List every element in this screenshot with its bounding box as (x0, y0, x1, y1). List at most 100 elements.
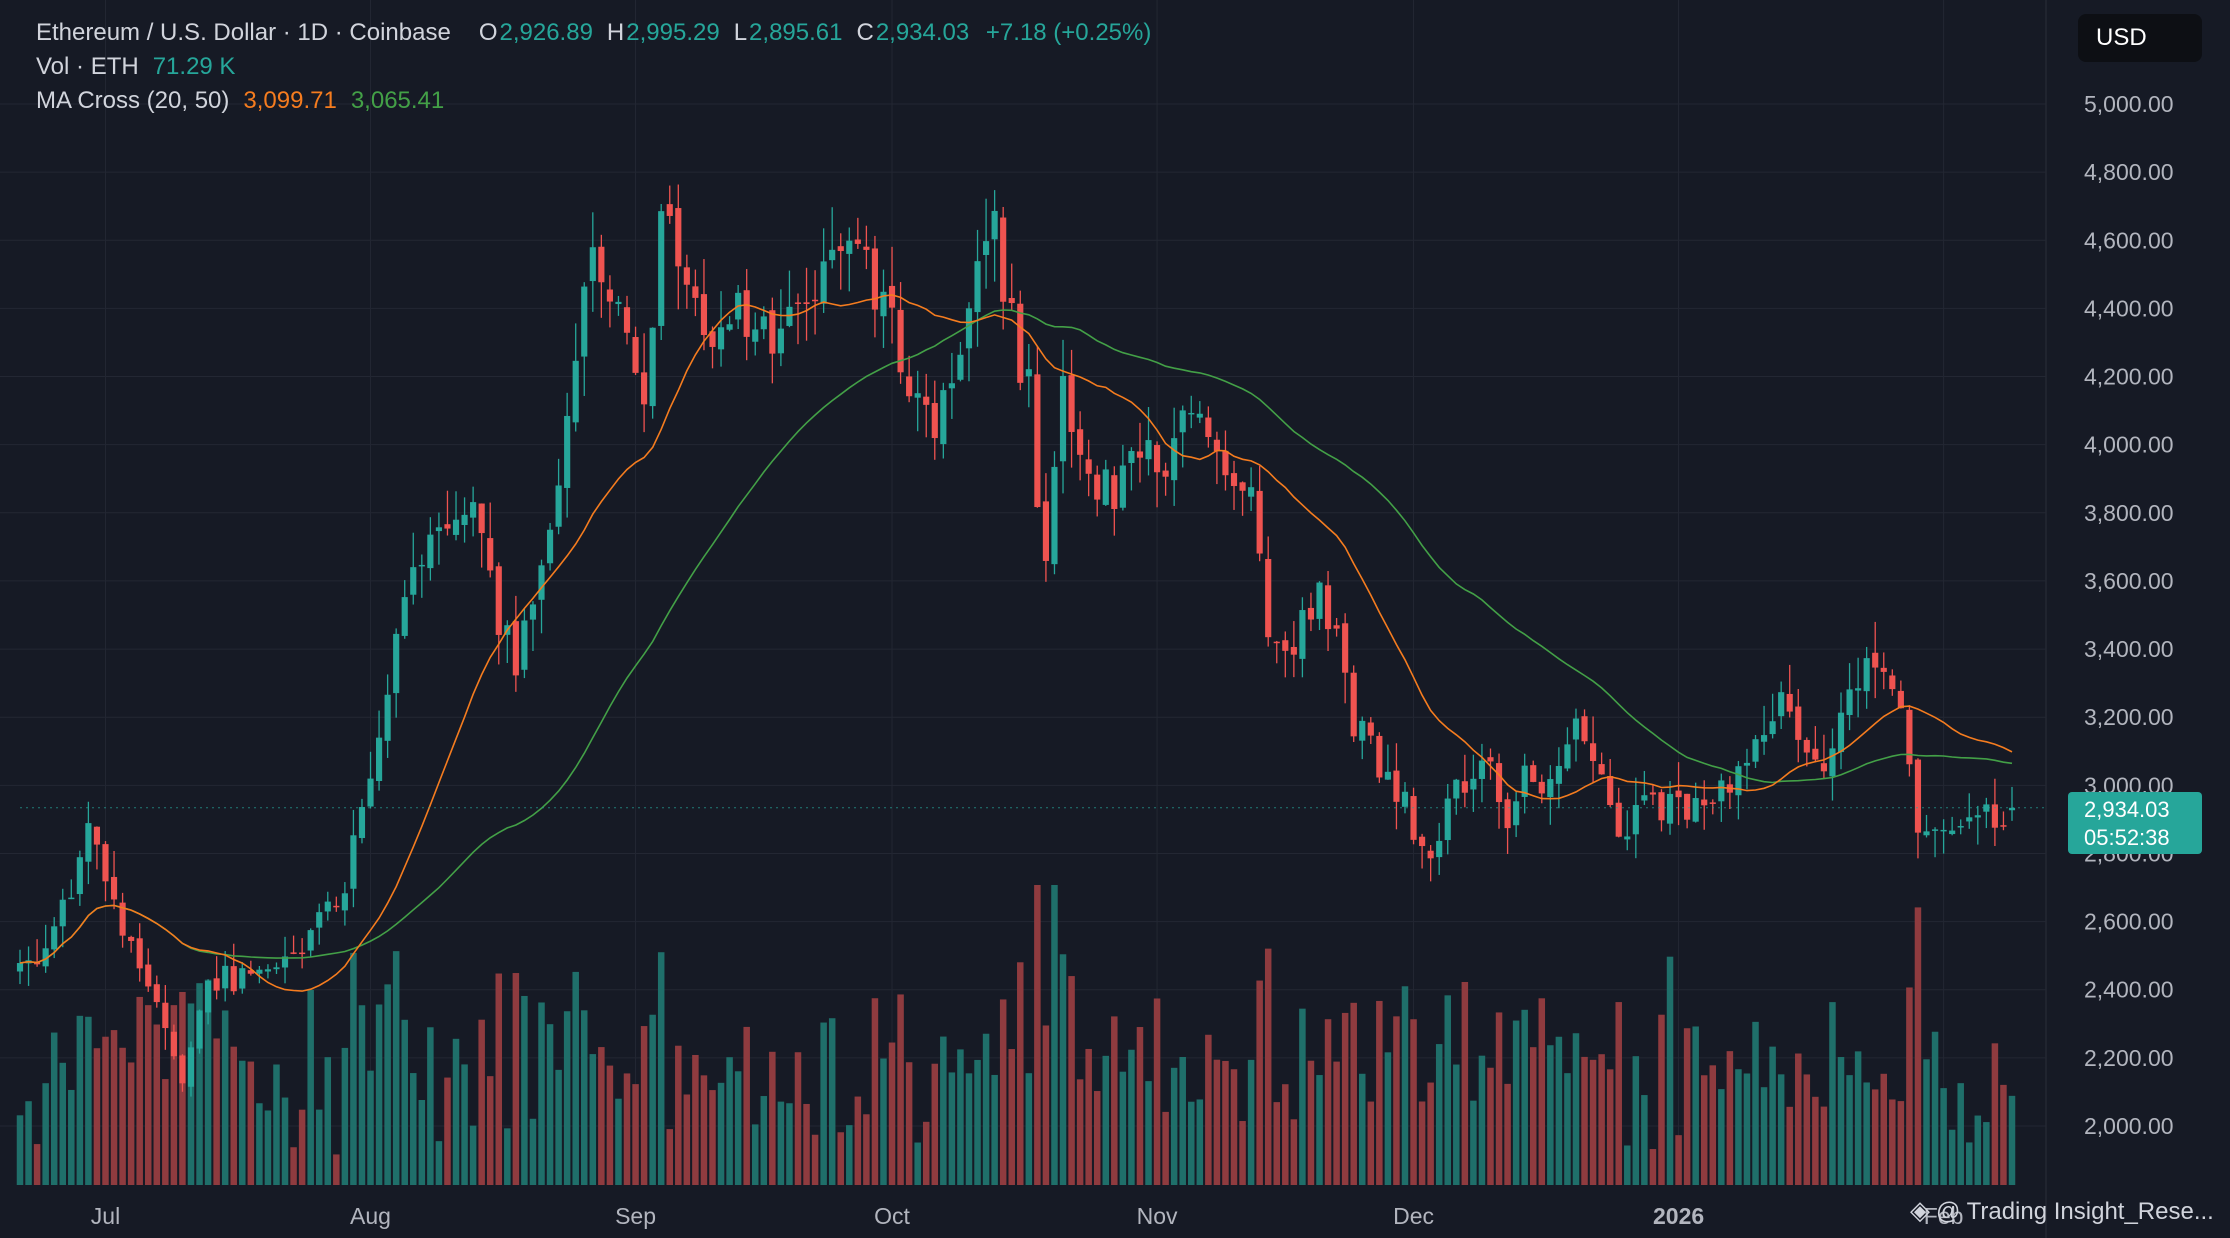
candle-body (837, 246, 844, 252)
close-value: 2,934.03 (875, 19, 970, 46)
volume-bar (666, 1129, 673, 1185)
volume-bar (392, 951, 400, 1185)
candle-body (906, 376, 913, 397)
volume-bar (221, 1010, 229, 1185)
candle-body (51, 926, 58, 950)
volume-bar (999, 999, 1007, 1185)
ma-label: MA Cross (20, 50) (36, 87, 230, 114)
volume-bar (401, 1019, 408, 1185)
volume-bar (1564, 1073, 1571, 1185)
volume-bar (521, 995, 528, 1185)
candle-body (897, 309, 904, 373)
candle-body (1914, 759, 1922, 833)
candle-body (230, 966, 237, 992)
volume-bar (2000, 1084, 2007, 1185)
candle-body (1367, 722, 1374, 736)
watermark-text: @ Trading Insight_Rese... (1936, 1198, 2214, 1225)
volume-bar (1837, 1057, 1845, 1185)
volume-bar (1418, 1101, 1426, 1185)
candle-body (1461, 781, 1468, 793)
candle-body (273, 967, 280, 970)
candle-body (1701, 799, 1708, 806)
volume-bar (478, 1019, 485, 1185)
volume-bar (871, 998, 879, 1185)
ma-slow-line (19, 309, 2013, 964)
candle-body (1752, 739, 1759, 762)
volume-bar (1273, 1102, 1281, 1185)
candle-body (1153, 445, 1161, 473)
candle-body (119, 902, 126, 936)
candle-body (1641, 795, 1648, 801)
candle-body (1504, 799, 1511, 829)
volume-bar (1598, 1054, 1605, 1185)
time-tick-label: Sep (615, 1203, 656, 1229)
legend-volume-row[interactable]: Vol · ETH 71.29 K (36, 50, 1151, 84)
candle-body (256, 969, 263, 974)
candle-body (1889, 675, 1896, 690)
volume-bar (957, 1049, 964, 1185)
volume-bar (1470, 1100, 1477, 1185)
volume-bar (734, 1071, 742, 1185)
volume-bar (1692, 1026, 1699, 1185)
volume-bar (196, 983, 203, 1185)
volume-bar (837, 1132, 844, 1185)
volume-bar (1649, 1149, 1657, 1185)
candle-body (1384, 771, 1391, 780)
volume-bar (794, 1052, 802, 1185)
volume-bar (1512, 1020, 1520, 1185)
volume-bar (358, 1005, 366, 1185)
volume-bar (717, 1082, 725, 1185)
volume-bar (307, 989, 314, 1185)
candle-body (931, 403, 938, 439)
candle-body (1136, 451, 1144, 458)
candle-body (888, 285, 896, 308)
volume-bar (42, 1083, 49, 1185)
volume-bar (1735, 1069, 1742, 1185)
candle-body (1427, 850, 1434, 859)
candle-body (760, 316, 767, 330)
currency-button[interactable]: USD (2078, 14, 2202, 62)
volume-bar (1589, 1059, 1597, 1185)
candle-body (470, 502, 477, 518)
volume-bar (1307, 1060, 1315, 1185)
volume-bar (1179, 1056, 1186, 1185)
volume-bar (281, 1097, 289, 1185)
candle-body (1872, 652, 1879, 668)
candle-body (85, 823, 92, 862)
volume-bar (144, 1005, 152, 1185)
candle-body (1743, 762, 1751, 766)
candle-body (1607, 776, 1614, 806)
volume-bar (675, 1045, 682, 1185)
volume-bar (1017, 962, 1024, 1185)
volume-bar (546, 1024, 554, 1185)
candle-body (1735, 766, 1742, 796)
volume-bar (1624, 1145, 1631, 1185)
candle-body (179, 1055, 186, 1084)
candle-body (940, 390, 947, 445)
volume-bar (1606, 1069, 1614, 1185)
volume-bar (880, 1058, 887, 1185)
volume-bars (16, 885, 2016, 1185)
candle-body (358, 807, 366, 839)
symbol-title[interactable]: Ethereum / U.S. Dollar · 1D · Coinbase (36, 19, 451, 46)
candle-body (1393, 770, 1400, 802)
candle-body (1359, 720, 1366, 741)
volume-bar (572, 971, 579, 1185)
volume-bar (1555, 1036, 1563, 1185)
candle-body (1547, 779, 1554, 798)
candle-body (1111, 475, 1118, 510)
candle-body (1470, 778, 1477, 790)
candle-body (1632, 805, 1639, 835)
volume-bar (119, 1047, 126, 1185)
legend-symbol-row: Ethereum / U.S. Dollar · 1D · Coinbase O 2… (36, 16, 1151, 50)
candle-body (581, 286, 588, 357)
candle-body (615, 301, 622, 305)
volume-bar (1675, 1135, 1682, 1185)
legend-ma-row[interactable]: MA Cross (20, 50) 3,099.71 3,065.41 (36, 84, 1151, 118)
candle-body (1863, 658, 1870, 692)
volume-bar (1906, 987, 1913, 1185)
open-label: O (478, 19, 498, 46)
candle-body (846, 240, 853, 254)
candle-body (375, 737, 383, 782)
